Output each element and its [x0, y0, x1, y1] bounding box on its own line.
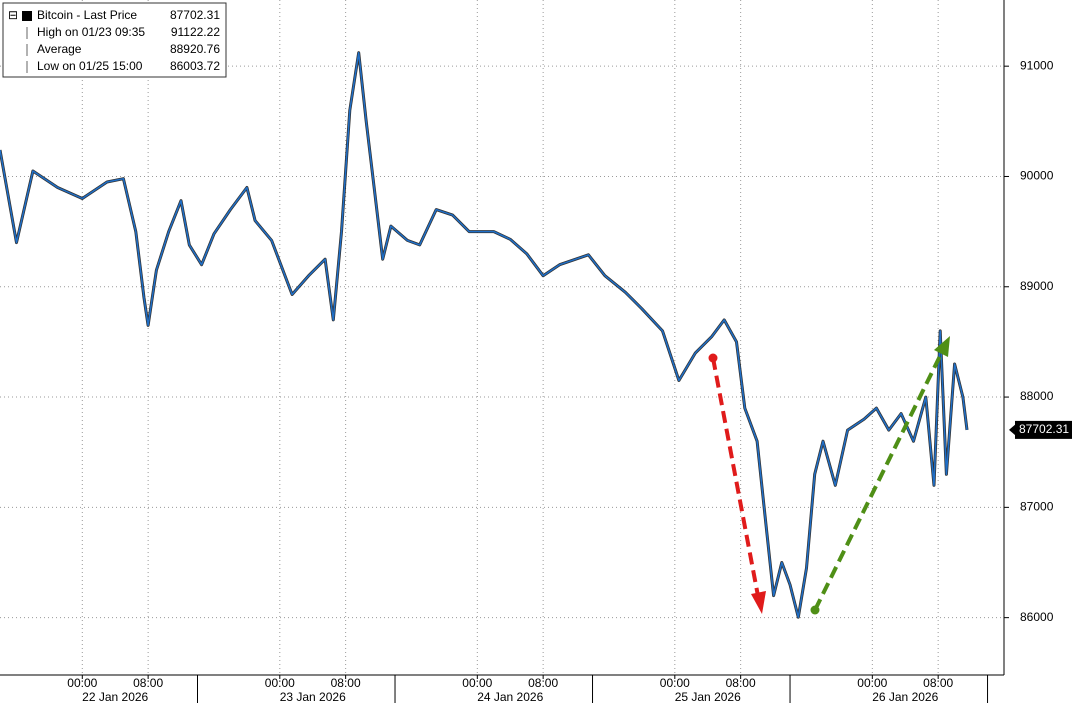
- x-tick-label: 08:00: [528, 676, 558, 690]
- legend-label: Average: [37, 42, 82, 56]
- x-date-label: 25 Jan 2026: [675, 690, 741, 703]
- x-date-label: 22 Jan 2026: [82, 690, 148, 703]
- plot: [0, 51, 969, 619]
- x-tick-label: 08:00: [331, 676, 361, 690]
- x-date-label: 23 Jan 2026: [280, 690, 346, 703]
- legend-value: 88920.76: [170, 42, 220, 56]
- legend: Bitcoin - Last Price 87702.31 ⊟ High on 01/…: [2, 2, 227, 78]
- x-tick-label: 08:00: [923, 676, 953, 690]
- last-price-pointer: [1009, 423, 1016, 436]
- y-tick-label: 87000: [1020, 500, 1054, 514]
- legend-label: High on 01/23 09:35: [37, 25, 145, 39]
- legend-expander: ⊟: [8, 8, 18, 22]
- up-arrow: [810, 336, 950, 615]
- axes: 86000 87000 88000 89000 90000 91000 00:00 08:00…: [67, 58, 1072, 703]
- x-tick-label: 00:00: [660, 676, 690, 690]
- legend-box: [2, 2, 227, 78]
- x-tick-label: 08:00: [726, 676, 756, 690]
- legend-value: 91122.22: [171, 25, 220, 39]
- last-price-label: 87702.31: [1019, 422, 1069, 436]
- x-tick-label: 00:00: [67, 676, 97, 690]
- x-tick-label: 08:00: [133, 676, 163, 690]
- legend-swatch: [22, 11, 32, 21]
- x-tick-label: 00:00: [857, 676, 887, 690]
- x-date-label: 24 Jan 2026: [477, 690, 543, 703]
- y-tick-label: 88000: [1020, 389, 1054, 403]
- legend-label: Low on 01/25 15:00: [37, 59, 143, 73]
- last-price-tag: [1015, 420, 1072, 439]
- grid: [0, 0, 1004, 675]
- x-tick-label: 00:00: [462, 676, 492, 690]
- y-tick-label: 89000: [1020, 279, 1054, 293]
- y-tick-label: 90000: [1020, 169, 1054, 183]
- x-tick-label: 00:00: [265, 676, 295, 690]
- down-arrow: [708, 353, 766, 614]
- legend-value: 86003.72: [170, 59, 220, 73]
- y-tick-label: 86000: [1020, 610, 1054, 624]
- x-date-label: 26 Jan 2026: [872, 690, 938, 703]
- legend-label: Bitcoin - Last Price: [37, 8, 137, 22]
- price-line: [0, 51, 968, 618]
- y-tick-label: 91000: [1020, 58, 1054, 72]
- legend-value: 87702.31: [170, 8, 220, 22]
